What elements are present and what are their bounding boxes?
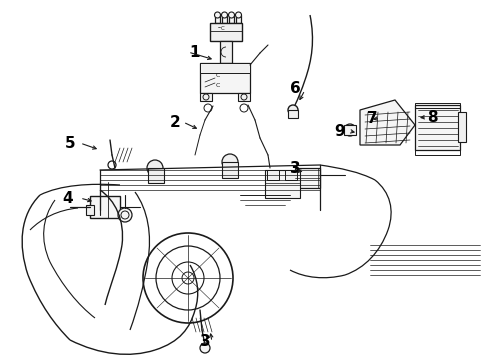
Bar [210,23,242,41]
Text: C: C [216,82,220,87]
Text: C: C [221,26,225,31]
Bar [295,168,320,188]
Bar [220,41,232,63]
Bar [288,110,298,118]
Bar [285,170,297,180]
Bar [229,15,234,23]
Circle shape [236,12,242,18]
Bar [415,103,460,108]
Bar [148,168,164,183]
Text: 9: 9 [335,123,345,139]
Polygon shape [360,100,415,145]
Circle shape [222,154,238,170]
Circle shape [215,12,220,18]
Bar [265,170,300,198]
Bar [458,112,466,142]
Text: 3: 3 [290,161,300,176]
Text: 3: 3 [200,334,210,350]
Bar [90,196,120,218]
Bar [222,15,227,23]
Bar [415,150,460,155]
Circle shape [118,208,132,222]
Bar [200,63,250,73]
Circle shape [344,124,356,136]
Bar [200,63,250,93]
Circle shape [228,12,235,18]
Text: 2: 2 [170,114,180,130]
Bar [238,93,250,101]
Bar [215,15,220,23]
Text: 6: 6 [290,81,300,95]
Bar [86,205,94,215]
Bar [222,162,238,178]
Text: 4: 4 [63,190,74,206]
Text: 1: 1 [190,45,200,59]
Circle shape [221,12,227,18]
Text: 7: 7 [367,111,377,126]
Text: C: C [216,72,220,77]
Circle shape [147,160,163,176]
Bar [267,170,279,180]
Text: 8: 8 [427,109,437,125]
Bar [344,125,356,135]
Bar [236,15,241,23]
Circle shape [288,105,298,115]
Bar [415,105,460,150]
Text: 5: 5 [65,135,75,150]
Bar [200,93,212,101]
Circle shape [200,343,210,353]
